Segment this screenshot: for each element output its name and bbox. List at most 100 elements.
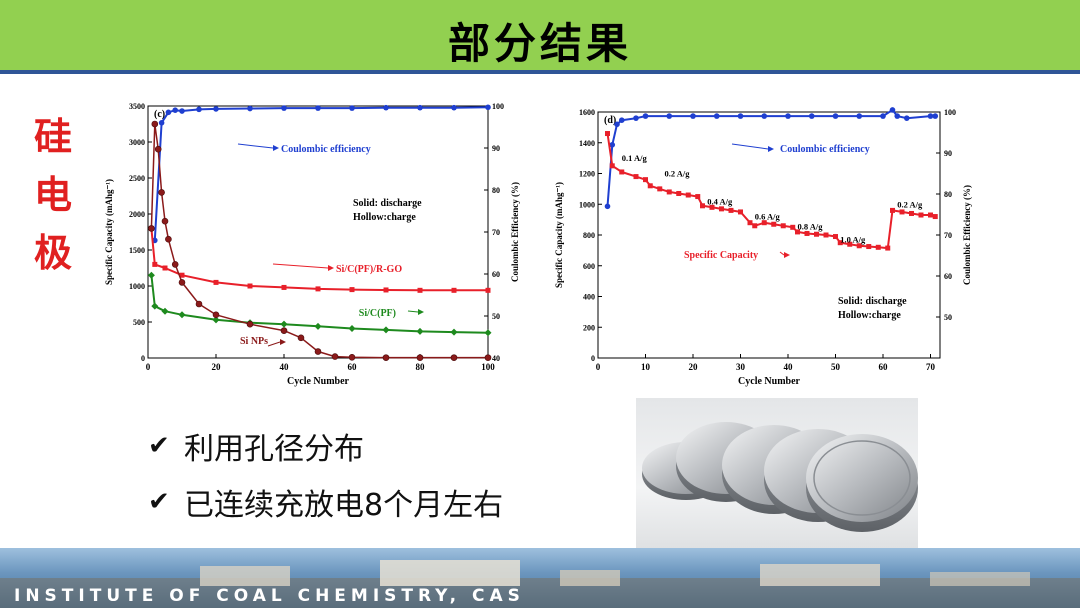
data-point [158,120,165,126]
x-axis-label: Cycle Number [287,376,349,387]
data-point [700,203,705,209]
legend-note: Hollow:charge [353,212,416,223]
data-point [179,272,185,278]
y-tick-label: 3000 [129,138,145,147]
data-point [747,220,753,226]
data-point [823,232,829,238]
data-point [195,300,203,308]
data-point [814,231,819,237]
y2-tick-label: 70 [492,228,500,237]
data-point [179,108,185,114]
data-point [382,326,390,334]
institute-name: INSTITUTE OF COAL CHEMISTRY, CAS [14,586,525,606]
data-point [281,284,287,290]
y2-axis-label: Coulombic Efficiency (%) [962,185,972,285]
data-point [161,307,169,315]
data-point [761,220,767,226]
arrow-head [328,265,334,271]
data-point [903,115,910,121]
y-tick-label: 0 [591,354,595,363]
data-point [348,353,356,361]
data-point [247,105,253,112]
x-tick-label: 80 [416,362,426,372]
rate-label: 0.4 A/g [707,196,733,206]
data-point [690,113,696,119]
coin-cells-image [642,422,918,532]
series-line [606,133,936,250]
data-point [894,113,901,119]
side-label-char: 电 [33,172,72,217]
bullet-text: 利用孔径分布 [184,432,364,467]
annotation-label: Specific Capacity [684,250,758,261]
x-tick-label: 0 [596,362,601,372]
data-point [213,279,219,285]
y-tick-label: 800 [583,231,595,240]
data-point [178,311,186,319]
data-point [604,203,611,210]
data-point [165,235,172,243]
y-tick-label: 1400 [579,139,595,148]
data-point [737,113,744,119]
data-point [280,327,288,334]
annotation-arrow [731,143,769,150]
data-point [642,113,649,119]
x-tick-label: 30 [736,362,746,372]
data-point [795,229,800,235]
data-point [666,113,673,119]
series-line [606,109,936,207]
chart-c: (c) 0 20 40 60 80 100 0 500 1000 1500 2000 2500 3000 3… [98,96,534,396]
arrow-head [418,309,424,315]
data-point [909,210,914,216]
data-point [158,189,165,196]
data-point [196,106,202,113]
data-point [657,186,663,192]
data-point [676,190,682,196]
legend-note: Hollow:charge [838,310,901,321]
bullet-item: ✔ 利用孔径分布 [148,418,503,474]
rate-label: 1.0 A/g [840,235,866,245]
legend-note: Solid: discharge [353,198,422,209]
data-point [348,324,356,332]
data-point [416,327,424,335]
x-tick-label: 20 [689,362,699,372]
data-point [618,117,625,123]
data-point [383,287,389,293]
data-point [605,131,610,137]
y2-axis-label: Coulombic Efficiency (%) [510,182,520,282]
y-tick-label: 1500 [129,246,145,255]
data-point [633,174,639,180]
data-point [280,320,288,328]
data-point [297,334,305,342]
series-line [150,123,488,359]
x-tick-label: 20 [212,362,222,372]
annotation-label: Coulombic efficiency [281,144,371,155]
rate-label: 0.2 A/g [897,199,923,209]
annotation-arrow [407,310,419,313]
page-title: 部分结果 [447,19,632,68]
chart-c-svg: (c)0 20 40 60 80 1000500100015002000250030003… [104,102,520,387]
data-point [212,311,220,319]
data-point [856,113,863,119]
data-point [643,177,648,183]
arrow-head [273,145,279,151]
data-point [614,121,620,128]
data-point [152,261,158,267]
coin-cell-5 [806,434,918,532]
data-point [162,265,168,271]
data-point [918,212,924,218]
data-point [171,261,179,268]
y-tick-label: 1000 [579,200,595,209]
footer-banner: INSTITUTE OF COAL CHEMISTRY, CAS [0,548,1080,608]
legend-note: Solid: discharge [838,296,907,307]
y2-tick-label: 50 [944,313,952,322]
data-point [928,212,933,218]
data-point [281,105,287,111]
rate-label: 0.8 A/g [798,222,824,232]
data-point [885,245,891,251]
y2-tick-label: 100 [944,108,956,117]
data-point [417,287,423,293]
chart-d: (d) 0 10 20 30 40 50 60 70 0 200 400 600 800 1000 1200 1… [548,100,984,398]
side-label-char: 极 [33,230,72,275]
annotation-arrow [779,251,785,256]
data-point [451,287,457,293]
